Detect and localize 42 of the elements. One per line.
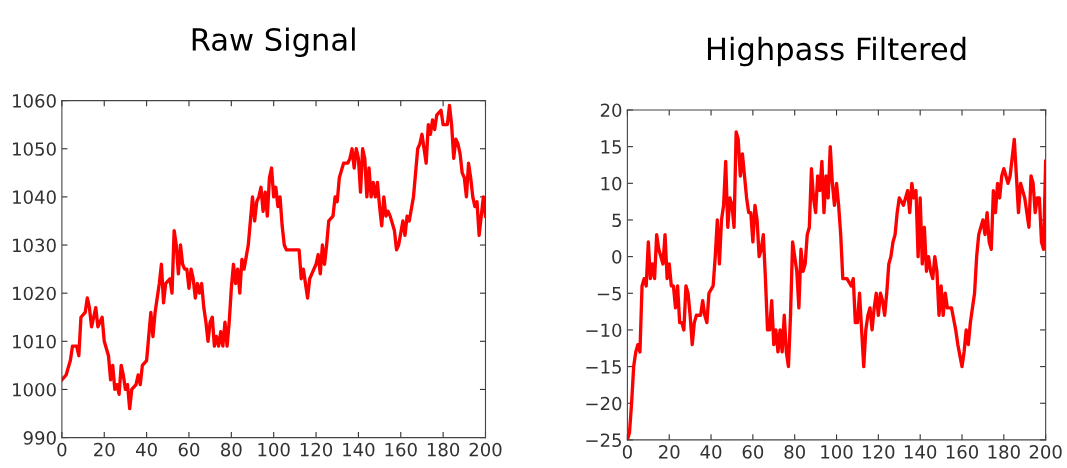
x-tick-label: 180	[427, 442, 460, 457]
x-tick-label: 140	[904, 445, 937, 459]
x-tick-label: 60	[178, 442, 200, 457]
x-tick-label: 80	[221, 442, 242, 457]
chart-title: Highpass Filtered	[707, 36, 966, 67]
y-tick-label: −5	[597, 286, 621, 301]
x-tick-label: 60	[742, 445, 764, 459]
x-tick-label: 20	[659, 445, 680, 459]
y-tick-label: 1000	[13, 382, 56, 397]
x-tick-label: 40	[700, 445, 722, 459]
x-tick-label: 120	[863, 445, 895, 459]
y-tick-label: 20	[600, 103, 622, 118]
x-tick-label: 200	[469, 442, 502, 457]
x-tick-label: 120	[300, 442, 333, 457]
y-tick-label: 1030	[13, 238, 56, 253]
x-tick-label: 100	[258, 442, 290, 457]
y-tick-label: −20	[586, 396, 622, 411]
y-tick-label: 1040	[13, 190, 56, 205]
y-tick-label: −15	[586, 360, 621, 374]
y-tick-label: −10	[586, 323, 622, 338]
y-tick-label: 5	[612, 213, 621, 228]
x-tick-label: 100	[821, 445, 853, 459]
x-tick-label: 180	[988, 445, 1020, 459]
x-tick-label: 0	[622, 445, 632, 459]
x-tick-label: 0	[57, 442, 67, 457]
y-tick-label: 1060	[13, 94, 56, 108]
x-tick-label: 160	[946, 445, 979, 459]
y-tick-label: 1010	[13, 334, 56, 349]
y-tick-label: 15	[601, 140, 621, 154]
x-tick-label: 80	[784, 445, 805, 459]
x-tick-label: 160	[385, 442, 417, 457]
y-tick-label: 1050	[13, 142, 56, 156]
y-tick-label: −25	[586, 433, 621, 448]
y-tick-label: 990	[23, 431, 56, 445]
chart-title: Raw Signal	[192, 27, 355, 57]
x-tick-label: 40	[136, 442, 157, 457]
x-tick-label: 140	[343, 442, 375, 457]
x-tick-label: 200	[1029, 445, 1062, 459]
y-tick-label: 0	[612, 250, 622, 264]
x-tick-label: 20	[94, 442, 115, 457]
y-tick-label: 10	[601, 176, 622, 191]
y-tick-label: 1020	[13, 286, 56, 301]
